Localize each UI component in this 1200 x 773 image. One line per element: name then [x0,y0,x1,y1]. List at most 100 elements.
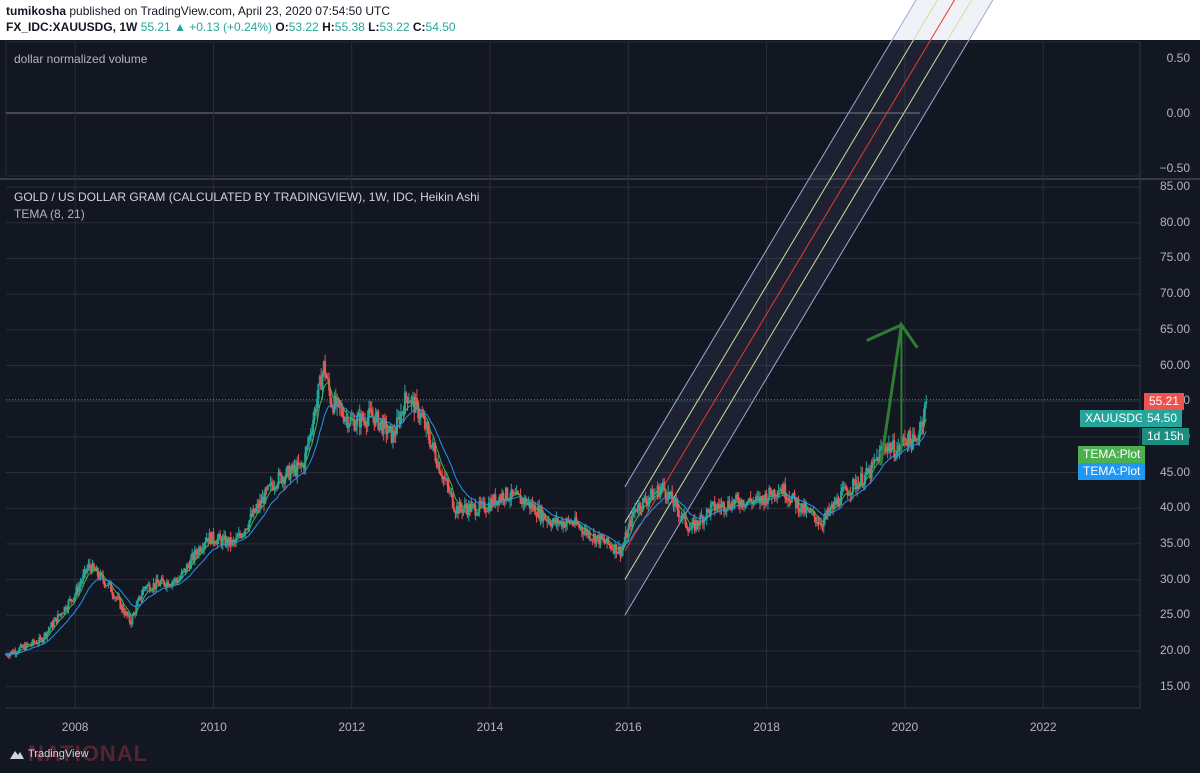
candle-body [260,500,263,504]
candle-body [156,579,159,584]
candle-body [772,489,775,498]
candle-body [777,491,780,496]
candle-body [181,570,184,573]
brand-name: TradingView [28,748,89,760]
candle-body [348,424,351,428]
arrow-head[interactable] [866,323,903,342]
candle-body [168,585,171,587]
candle-body [193,550,196,561]
regression-channel[interactable] [624,0,1085,616]
indicator-title[interactable]: TEMA (8, 21) [14,207,85,221]
candle-body [737,498,740,505]
candle-body [378,422,381,430]
candle-body [391,431,394,443]
candle-body [314,409,317,412]
candle-body [83,569,86,575]
candle-body [51,622,54,628]
candle-body [296,461,299,476]
candle-body [861,473,864,487]
candle-body [340,406,343,409]
candle-body [207,538,210,542]
symbol-interval[interactable]: FX_IDC:XAUUSDG, 1W [6,20,138,34]
candle-body [774,495,777,497]
candle-body [280,473,283,483]
candle-body [700,515,703,517]
candle-body [126,611,129,616]
candle-body [594,534,597,544]
candle-body [256,503,259,509]
channel-inner-line[interactable] [624,0,1085,523]
candle-body [502,493,505,501]
candle-body [278,471,281,474]
candle-body [316,399,319,412]
candle-body [788,498,791,501]
candle-body [243,533,246,535]
candle-body [10,651,13,654]
candle-body [132,613,135,616]
candle-body [349,418,352,425]
candle-body [539,507,542,520]
candle-body [804,503,807,514]
channel-inner-line[interactable] [624,0,1085,580]
candle-body [761,496,764,499]
candle-body [76,586,79,593]
candle-body [485,511,488,513]
candle-body [789,500,792,503]
candle-body [419,413,422,418]
candle-body [24,643,27,650]
candle-body [90,566,93,573]
candle-body [852,479,855,493]
candle-body [667,491,670,501]
candle-body [228,537,231,546]
candle-body [785,498,788,501]
channel-outer-line[interactable] [624,0,1085,488]
candle-body [560,520,563,528]
tradingview-logo[interactable]: TradingView [10,748,89,760]
candle-body [390,425,393,443]
candle-body [870,462,873,479]
candle-body [103,580,106,586]
volume-pane-frame [5,41,1141,177]
candle-body [902,436,905,439]
candle-body [447,485,450,492]
candle-body [7,655,10,657]
candle-body [453,507,456,512]
annotations[interactable] [866,320,919,466]
candle-body [27,644,30,646]
tema-fast-badge: TEMA:Plot [1078,446,1146,463]
candle-body [558,522,561,525]
candle-body [834,501,837,505]
candle-body [450,491,453,495]
author-name[interactable]: tumikosha [6,4,67,18]
candle-body [336,398,339,407]
candle-body [290,464,293,471]
candle-body [769,487,772,495]
candle-body [272,485,275,490]
candle-body [740,500,743,507]
candle-body [632,512,635,514]
channel-mid-line[interactable] [624,0,1085,552]
candles-group [5,354,928,660]
candle-body [531,503,534,510]
candle-body [241,534,244,538]
candle-body [135,604,138,614]
candle-body [903,438,906,441]
candle-body [66,609,69,611]
candle-body [300,463,303,466]
channel-outer-line[interactable] [624,0,1085,616]
candle-body [165,581,168,587]
tradingview-icon [10,749,24,760]
candle-body [833,501,836,509]
candle-body [203,543,206,549]
candle-body [31,640,34,645]
candle-body [477,512,480,515]
candle-body [333,395,336,413]
candle-body [562,522,565,528]
candle-body [123,611,126,615]
candle-body [12,650,15,654]
candle-body [631,512,634,527]
candle-body [360,413,363,428]
candle-body [304,452,307,469]
candle-body [329,390,332,404]
